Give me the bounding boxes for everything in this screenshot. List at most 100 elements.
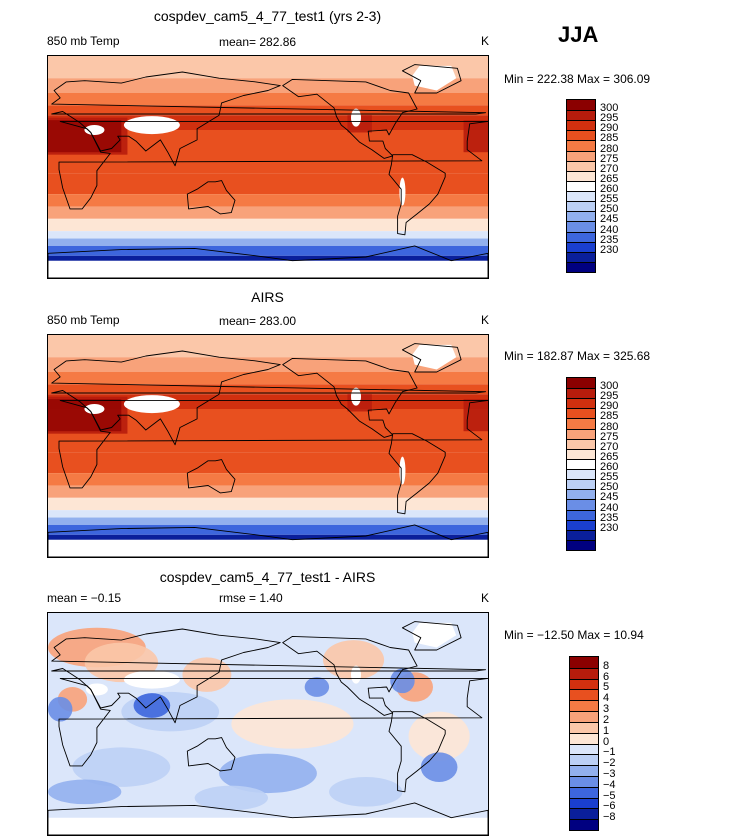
coastline-north-america: [282, 357, 418, 438]
colorbar-tick-label: 250: [600, 203, 619, 216]
colorbar-tick-label: 255: [600, 193, 619, 206]
coastline-greenland: [401, 343, 462, 373]
colorbar-swatch: [570, 700, 598, 712]
panel-diff-units: K: [481, 591, 490, 605]
colorbar-tick-label: 0: [603, 735, 610, 748]
colorbar-tick-label: 275: [600, 430, 619, 443]
coastline-australia: [186, 737, 236, 772]
colorbar-swatch: [567, 499, 595, 510]
colorbar-tick-label: −8: [603, 811, 616, 824]
colorbar-swatch: [567, 120, 595, 131]
colorbar-swatch: [570, 797, 598, 809]
colorbar-swatch: [567, 231, 595, 242]
colorbar-swatch: [570, 765, 598, 776]
panel-obs-variable: 850 mb Temp: [47, 313, 120, 327]
colorbar-tick-label: 230: [600, 521, 619, 534]
colorbar-tick-label: 4: [603, 692, 610, 705]
colorbar-swatch: [567, 469, 595, 480]
colorbar-tick-label: 270: [600, 440, 619, 453]
colorbar-tick-label: 270: [600, 162, 619, 175]
panel-diff-rmse: rmse = 1.40: [219, 591, 283, 605]
colorbar-swatch: [567, 150, 595, 161]
panel-model-colorbar: [566, 99, 596, 273]
colorbar-swatch: [567, 479, 595, 490]
panel-obs-minmax: Min = 182.87 Max = 325.68: [504, 349, 651, 363]
colorbar-swatch: [567, 428, 595, 439]
colorbar-swatch: [567, 529, 595, 540]
colorbar-swatch: [567, 100, 595, 111]
colorbar-tick-label: 295: [600, 390, 619, 403]
panel-obs-map: [47, 334, 489, 558]
colorbar-swatch: [567, 261, 595, 272]
colorbar-swatch: [570, 786, 598, 798]
colorbar-swatch: [567, 130, 595, 141]
colorbar-tick-label: 275: [600, 152, 619, 165]
colorbar-swatch: [567, 509, 595, 520]
colorbar-tick-label: 3: [603, 703, 610, 716]
colorbar-swatch: [567, 170, 595, 181]
colorbar-tick-label: 290: [600, 400, 619, 413]
colorbar-tick-label: 245: [600, 213, 619, 226]
colorbar-swatch: [567, 140, 595, 151]
colorbar-swatch: [567, 110, 595, 121]
coastline-greenland: [401, 64, 462, 94]
panel-model-map: [47, 55, 489, 279]
colorbar-tick-label: 295: [600, 112, 619, 125]
colorbar-tick-label: 6: [603, 670, 610, 683]
coastline-europe-asia: [51, 71, 487, 167]
coastline-north-america: [282, 78, 418, 159]
colorbar-swatch: [570, 721, 598, 733]
coastline-antarctica: [48, 802, 488, 835]
panel-obs-units: K: [481, 313, 490, 327]
colorbar-swatch: [570, 754, 598, 766]
coastline-south-america: [388, 433, 446, 515]
colorbar-swatch: [567, 438, 595, 449]
colorbar-swatch: [567, 180, 595, 192]
colorbar-swatch: [567, 418, 595, 429]
season-label: JJA: [558, 22, 599, 47]
coastline-north-america: [282, 635, 418, 716]
panel-obs-colorbar: [566, 377, 596, 551]
colorbar-swatch: [567, 519, 595, 530]
colorbar-swatch: [567, 398, 595, 409]
colorbar-swatch: [570, 711, 598, 722]
coastline-south-america: [388, 711, 446, 793]
colorbar-swatch: [567, 211, 595, 222]
colorbar-swatch: [570, 689, 598, 701]
colorbar-tick-label: 290: [600, 122, 619, 135]
colorbar-tick-label: 265: [600, 450, 619, 463]
colorbar-tick-label: 255: [600, 471, 619, 484]
colorbar-swatch: [567, 251, 595, 262]
colorbar-tick-label: 235: [600, 233, 619, 246]
colorbar-tick-label: 235: [600, 511, 619, 524]
coastline-europe-asia: [51, 350, 487, 446]
colorbar-tick-label: 230: [600, 243, 619, 256]
colorbar-tick-label: 240: [600, 223, 619, 236]
colorbar-swatch: [570, 819, 598, 830]
panel-model-variable: 850 mb Temp: [47, 34, 120, 48]
colorbar-swatch: [570, 678, 598, 690]
colorbar-swatch: [567, 448, 595, 459]
colorbar-tick-label: 245: [600, 491, 619, 504]
colorbar-tick-label: 285: [600, 410, 619, 423]
colorbar-swatch: [567, 388, 595, 399]
coastline-europe-asia: [51, 628, 487, 724]
panel-model-title: cospdev_cam5_4_77_test1 (yrs 2-3): [153, 8, 382, 24]
colorbar-tick-label: −1: [603, 746, 616, 759]
colorbar-swatch: [570, 808, 598, 820]
panel-diff-minmax: Min = −12.50 Max = 10.94: [504, 628, 644, 642]
colorbar-tick-label: 300: [600, 380, 619, 393]
coastline-australia: [186, 459, 236, 494]
colorbar-tick-label: 2: [603, 713, 610, 726]
colorbar-tick-label: 260: [600, 461, 619, 474]
colorbar-tick-label: −3: [603, 767, 616, 780]
coastline-south-america: [388, 154, 446, 236]
panel-model-mean: mean= 282.86: [219, 35, 297, 49]
colorbar-tick-label: 8: [603, 659, 610, 672]
colorbar-tick-label: 280: [600, 142, 619, 155]
panel-diff-colorbar: [569, 656, 599, 831]
coastline-antarctica: [48, 245, 488, 278]
colorbar-swatch: [567, 378, 595, 389]
colorbar-tick-label: 265: [600, 172, 619, 185]
colorbar-swatch: [570, 657, 598, 668]
